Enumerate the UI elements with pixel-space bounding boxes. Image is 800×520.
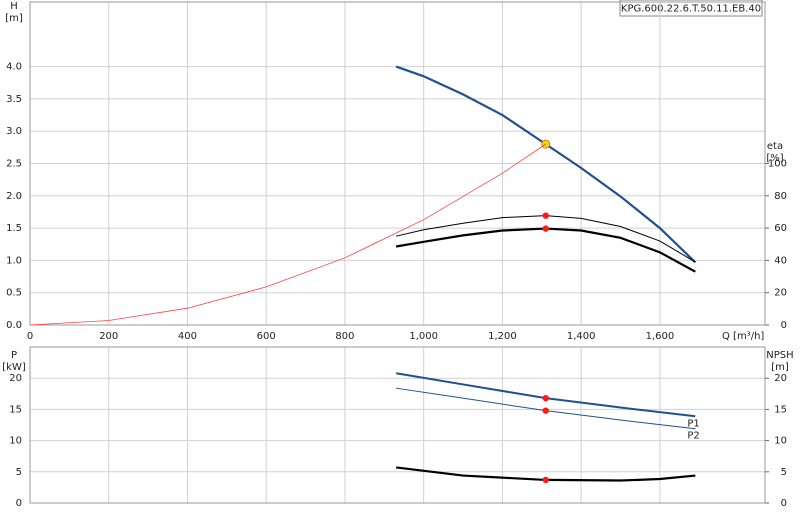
y-tick-label: 4.0	[6, 62, 22, 73]
x-tick-label: 600	[257, 331, 276, 342]
y-tick-label: 0	[16, 498, 22, 509]
y2-tick-label: 20	[774, 288, 787, 299]
y-tick-label: 1.5	[6, 223, 22, 234]
y2-tick-label: 60	[774, 223, 787, 234]
x-tick-label: 1,200	[488, 331, 517, 342]
y-tick-label: 3.5	[6, 94, 22, 105]
series-line	[395, 227, 696, 273]
y2-tick-label: 20	[774, 373, 787, 384]
y2-axis-unit: [m]	[771, 362, 789, 373]
y-tick-label: 15	[9, 404, 22, 415]
y-tick-label: 2.0	[6, 191, 22, 202]
operating-point	[542, 212, 549, 219]
series-label: P2	[687, 431, 699, 442]
x-tick-label: 0	[27, 331, 33, 342]
plot-frame	[29, 346, 766, 504]
plot-frame	[29, 1, 766, 326]
x-tick-label: 1,600	[646, 331, 675, 342]
series-label: P1	[687, 418, 699, 429]
y2-axis-label: NPSH	[766, 350, 793, 361]
y-tick-label: 3.0	[6, 126, 22, 137]
y-tick-label: 10	[9, 436, 22, 447]
y-tick-label: 1.0	[6, 255, 22, 266]
x-tick-label: 1,400	[567, 331, 596, 342]
x-tick-label: 200	[99, 331, 118, 342]
operating-point	[542, 476, 549, 484]
series-line	[29, 143, 546, 326]
y-tick-label: 0.5	[6, 288, 22, 299]
y2-tick-label: 100	[768, 159, 787, 170]
y-tick-label: 20	[9, 373, 22, 384]
operating-point	[542, 407, 549, 414]
y2-tick-label: 0	[781, 320, 787, 331]
y2-tick-label: 15	[774, 404, 787, 415]
y-axis-unit: [kW]	[2, 362, 26, 373]
y-axis-label: H	[10, 1, 18, 12]
y-tick-label: 5	[16, 467, 22, 478]
title-box	[619, 0, 763, 17]
y2-tick-label: 10	[774, 436, 787, 447]
y2-tick-label: 5	[781, 467, 787, 478]
x-tick-label: 1,000	[409, 331, 438, 342]
x-axis-label: Q [m³/h]	[722, 331, 764, 342]
chart-title: KPG.600.22.6.T.50.11.EB.40	[621, 4, 761, 15]
y2-axis-unit: [%]	[766, 153, 783, 164]
series-line	[395, 65, 697, 264]
y2-tick-label: 80	[774, 191, 787, 202]
y-tick-label: 2.5	[6, 159, 22, 170]
y2-tick-label: 0	[781, 498, 787, 509]
x-tick-label: 800	[335, 331, 354, 342]
y-tick-label: 0.0	[6, 320, 22, 331]
operating-point	[542, 225, 549, 232]
y-axis-unit: [m]	[5, 13, 23, 24]
x-tick-label: 400	[178, 331, 197, 342]
y2-tick-label: 40	[774, 255, 787, 266]
series-line	[395, 466, 696, 482]
y2-axis-label: eta	[767, 141, 783, 152]
operating-point	[542, 394, 549, 402]
y-axis-label: P	[11, 350, 17, 361]
